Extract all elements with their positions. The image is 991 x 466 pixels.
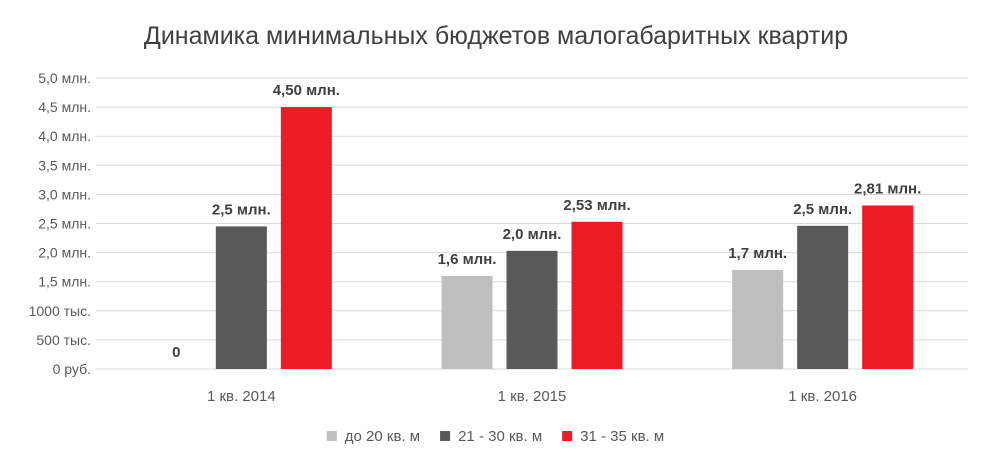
legend-swatch — [326, 431, 337, 441]
bar — [862, 205, 914, 369]
data-label: 2,81 млн. — [854, 180, 921, 197]
y-tick-label: 3,0 млн. — [38, 186, 91, 202]
y-tick-label: 3,5 млн. — [38, 157, 91, 173]
y-tick-label: 4,5 млн. — [38, 99, 91, 115]
x-tick-label: 1 кв. 2014 — [207, 388, 276, 405]
x-axis: 1 кв. 2014 1 кв. 2015 1 кв. 2016 — [207, 388, 857, 405]
y-axis: 0 руб. 500 тыс. 1000 тыс. 1,5 млн. 2,0 млн. 2… — [29, 70, 91, 377]
y-tick-label: 1000 тыс. — [29, 303, 91, 319]
data-label: 2,53 млн. — [563, 197, 630, 214]
legend-swatch — [440, 431, 451, 441]
data-label: 2,5 млн. — [212, 201, 271, 218]
y-tick-label: 2,5 млн. — [38, 216, 91, 232]
legend: до 20 кв. м 21 - 30 кв. м 31 - 35 кв. м — [326, 428, 664, 445]
y-tick-label: 1,5 млн. — [38, 274, 91, 290]
data-label: 2,0 млн. — [503, 226, 562, 243]
data-label: 4,50 млн. — [273, 82, 340, 99]
bars — [215, 107, 914, 369]
bar — [571, 221, 623, 369]
bar — [732, 270, 784, 369]
bar — [441, 275, 493, 369]
data-label: 2,5 млн. — [793, 201, 852, 218]
y-tick-label: 2,0 млн. — [38, 245, 91, 261]
bar — [280, 107, 332, 369]
legend-label: 21 - 30 кв. м — [458, 428, 542, 445]
y-tick-label: 5,0 млн. — [38, 70, 91, 86]
data-label: 1,6 млн. — [438, 251, 497, 268]
y-tick-label: 500 тыс. — [36, 332, 91, 348]
bar — [797, 225, 849, 369]
data-labels: 0 2,5 млн. 4,50 млн. 1,6 млн. 2,0 млн.2,53 м… — [172, 82, 921, 361]
bar — [215, 226, 267, 369]
legend-swatch — [562, 431, 573, 441]
chart-title: Динамика минимальных бюджетов малогабари… — [144, 22, 848, 50]
legend-label: до 20 кв. м — [345, 428, 420, 445]
legend-label: 31 - 35 кв. м — [580, 428, 664, 445]
x-tick-label: 1 кв. 2015 — [498, 388, 567, 405]
data-label: 0 — [172, 344, 180, 361]
y-tick-label: 0 руб. — [53, 361, 91, 377]
x-tick-label: 1 кв. 2016 — [788, 388, 857, 405]
y-tick-label: 4,0 млн. — [38, 128, 91, 144]
data-label: 1,7 млн. — [728, 245, 787, 262]
bar — [506, 250, 558, 369]
